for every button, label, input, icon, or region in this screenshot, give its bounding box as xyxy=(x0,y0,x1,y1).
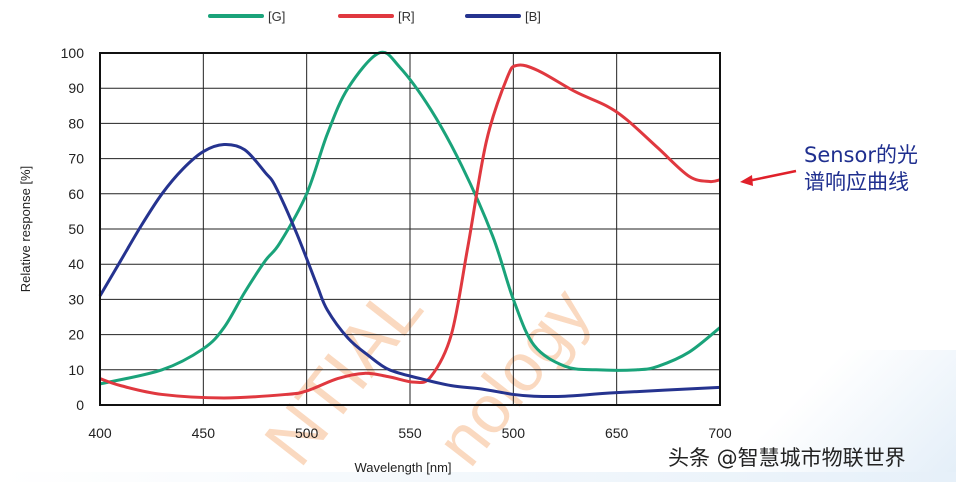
series-line-r xyxy=(99,63,721,400)
x-tick-label: 450 xyxy=(192,425,216,441)
series-line-g xyxy=(99,50,721,386)
grid xyxy=(99,52,721,406)
y-tick-label: 30 xyxy=(68,291,84,307)
legend-label: [R] xyxy=(398,9,415,24)
y-tick-label: 70 xyxy=(68,151,84,167)
bottom-band xyxy=(0,472,956,482)
y-tick-label: 60 xyxy=(68,186,84,202)
y-tick-label: 10 xyxy=(68,362,84,378)
x-tick-label: 500 xyxy=(502,425,526,441)
y-tick-label: 40 xyxy=(68,256,84,272)
credit-text: 头条 @智慧城市物联世界 xyxy=(668,446,906,470)
annotation: Sensor的光 谱响应曲线 xyxy=(804,142,954,196)
x-axis-label: Wavelength [nm] xyxy=(354,460,451,475)
y-axis-label: Relative response [%] xyxy=(18,166,33,292)
x-tick-label: 650 xyxy=(605,425,629,441)
plot-frame xyxy=(99,52,721,406)
y-tick-label: 50 xyxy=(68,221,84,237)
x-tick-label: 500 xyxy=(295,425,319,441)
annotation-line1: Sensor的光 xyxy=(804,143,918,167)
legend-label: [G] xyxy=(268,9,285,24)
y-tick-label: 100 xyxy=(61,45,85,61)
y-tick-label: 80 xyxy=(68,115,84,131)
annotation-line2: 谱响应曲线 xyxy=(804,170,909,194)
background-fade xyxy=(740,350,956,482)
x-tick-label: 550 xyxy=(398,425,422,441)
legend-label: [B] xyxy=(525,9,541,24)
y-tick-label: 0 xyxy=(76,397,84,413)
watermark: NTIAL nology xyxy=(250,270,606,480)
x-tick-label: 700 xyxy=(708,425,732,441)
y-tick-label: 90 xyxy=(68,80,84,96)
arrow xyxy=(740,169,797,186)
legend: [G] [R] [B] xyxy=(208,9,541,24)
x-tick-label: 400 xyxy=(88,425,112,441)
y-tick-label: 20 xyxy=(68,327,84,343)
series-line-b xyxy=(98,142,721,399)
